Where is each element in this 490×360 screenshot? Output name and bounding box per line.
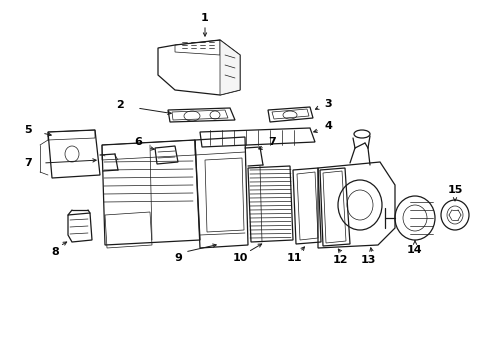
Text: 1: 1 [201, 13, 209, 23]
Text: 6: 6 [134, 137, 142, 147]
Text: 7: 7 [268, 137, 276, 147]
Text: 14: 14 [407, 245, 423, 255]
Polygon shape [220, 40, 240, 95]
Text: 8: 8 [51, 247, 59, 257]
Text: 9: 9 [174, 253, 182, 263]
Text: 11: 11 [286, 253, 302, 263]
Text: 12: 12 [332, 255, 348, 265]
Text: 13: 13 [360, 255, 376, 265]
Text: 4: 4 [324, 121, 332, 131]
Text: 7: 7 [24, 158, 32, 168]
Text: 10: 10 [232, 253, 247, 263]
Text: 2: 2 [116, 100, 124, 110]
Text: 5: 5 [24, 125, 32, 135]
Text: 15: 15 [447, 185, 463, 195]
Text: 3: 3 [324, 99, 332, 109]
